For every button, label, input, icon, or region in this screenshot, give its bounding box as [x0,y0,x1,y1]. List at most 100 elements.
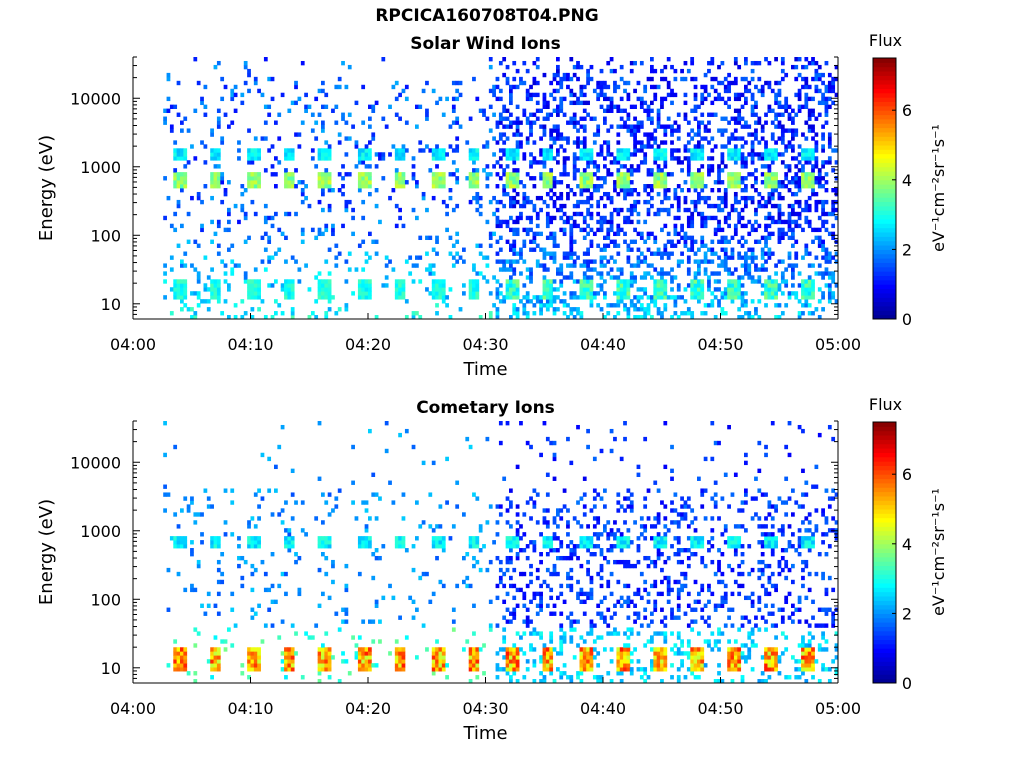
heatmap-cell [468,679,473,684]
heatmap-cell [364,152,369,157]
heatmap-cell [770,231,775,237]
heatmap-cell [582,263,587,268]
colorbar-segment [873,62,896,68]
heatmap-cell [512,176,517,181]
heatmap-cell [626,191,631,197]
heatmap-cell [626,112,631,117]
heatmap-cell [586,207,590,213]
heatmap-cell [357,283,362,288]
heatmap-cell [341,184,345,189]
heatmap-cell [579,315,584,320]
heatmap-cell [468,647,473,652]
heatmap-cell [549,611,554,616]
heatmap-cell [720,128,725,133]
heatmap-cell [327,540,332,545]
heatmap-cell [435,164,439,169]
heatmap-cell [656,279,661,284]
heatmap-cell [394,148,399,153]
heatmap-cell [619,96,624,102]
heatmap-cell [361,267,366,272]
heatmap-cell [794,199,799,205]
heatmap-cell [767,291,772,296]
heatmap-cell [804,287,809,292]
heatmap-cell [764,57,768,62]
heatmap-cell [317,152,322,157]
heatmap-cell [586,211,590,217]
heatmap-cell [646,144,651,149]
heatmap-cell [690,211,695,217]
heatmap-cell [462,555,466,561]
heatmap-cell [495,583,500,589]
heatmap-cell [713,112,718,117]
heatmap-cell [582,492,587,497]
heatmap-cell [284,287,288,292]
heatmap-cell [774,96,778,102]
heatmap-cell [216,180,221,185]
heatmap-cell [321,647,325,652]
heatmap-cell [650,84,654,90]
heatmap-cell [173,168,178,173]
heatmap-cell [200,140,204,145]
heatmap-cell [498,247,503,252]
heatmap-cell [562,160,567,165]
heatmap-cell [683,116,688,121]
colorbar-tick-label: 2 [902,240,912,259]
heatmap-cell [169,104,174,110]
heatmap-cell [686,307,691,312]
heatmap-cell [777,239,782,244]
heatmap-cell [703,184,708,189]
heatmap-cell [169,311,174,316]
heatmap-cell [216,287,221,292]
heatmap-cell [364,172,369,177]
heatmap-cell [327,283,332,288]
heatmap-cell [760,164,765,169]
heatmap-cell [727,80,731,86]
heatmap-cell [321,540,325,545]
heatmap-cell [512,663,517,668]
heatmap-cell [609,223,614,229]
heatmap-cell [294,552,298,557]
heatmap-cell [277,160,282,165]
heatmap-cell [284,571,288,577]
heatmap-cell [633,315,637,320]
heatmap-cell [509,124,513,129]
heatmap-cell [683,239,688,244]
heatmap-cell [324,156,329,161]
heatmap-cell [216,279,221,284]
heatmap-cell [757,76,762,82]
colorbar-segment [873,84,896,89]
heatmap-cell [562,136,567,141]
heatmap-cell [690,311,695,316]
heatmap-cell [515,679,520,684]
heatmap-cell [774,219,778,225]
heatmap-cell [589,623,594,628]
heatmap-cell [643,144,648,149]
heatmap-cell [582,639,587,644]
heatmap-cell [690,239,695,244]
heatmap-cell [673,299,678,304]
heatmap-cell [733,80,738,86]
heatmap-cell [253,211,258,217]
heatmap-cell [300,239,305,244]
heatmap-cell [747,255,752,260]
heatmap-cell [364,508,369,513]
heatmap-cell [361,199,366,205]
heatmap-cell [431,287,436,292]
heatmap-cell [599,635,604,640]
heatmap-cell [824,271,829,276]
heatmap-cell [250,647,255,652]
heatmap-cell [495,311,500,316]
heatmap-cell [361,120,366,125]
heatmap-cell [216,219,221,225]
heatmap-cell [764,215,768,221]
heatmap-cell [287,655,292,660]
heatmap-cell [572,307,577,312]
heatmap-cell [811,311,815,316]
heatmap-cell [519,524,523,529]
heatmap-cell [576,211,580,217]
heatmap-cell [764,112,768,117]
heatmap-cell [290,172,295,177]
heatmap-cell [750,76,755,82]
heatmap-cell [754,211,758,217]
heatmap-cell [512,655,517,660]
